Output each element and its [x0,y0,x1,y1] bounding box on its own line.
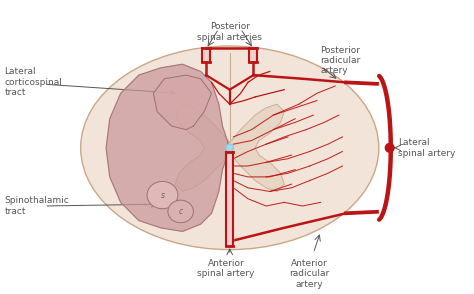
Circle shape [385,143,394,152]
Text: Lateral
spinal artery: Lateral spinal artery [398,138,456,158]
Text: Lateral
corticospinal
tract: Lateral corticospinal tract [4,68,62,97]
Text: Spinothalamic
tract: Spinothalamic tract [4,196,69,216]
Text: c: c [179,207,183,216]
Ellipse shape [81,46,379,250]
Circle shape [226,144,233,151]
Text: s: s [161,191,164,200]
Polygon shape [154,75,211,130]
Text: Anterior
spinal artery: Anterior spinal artery [197,259,255,278]
Polygon shape [175,104,230,191]
Ellipse shape [147,181,178,209]
Text: Anterior
radicular
artery: Anterior radicular artery [290,259,330,288]
Ellipse shape [168,200,193,223]
Polygon shape [230,104,284,191]
Polygon shape [106,64,228,231]
Text: Posterior
radicular
artery: Posterior radicular artery [320,46,361,76]
Text: Posterior
spinal arteries: Posterior spinal arteries [197,22,262,42]
